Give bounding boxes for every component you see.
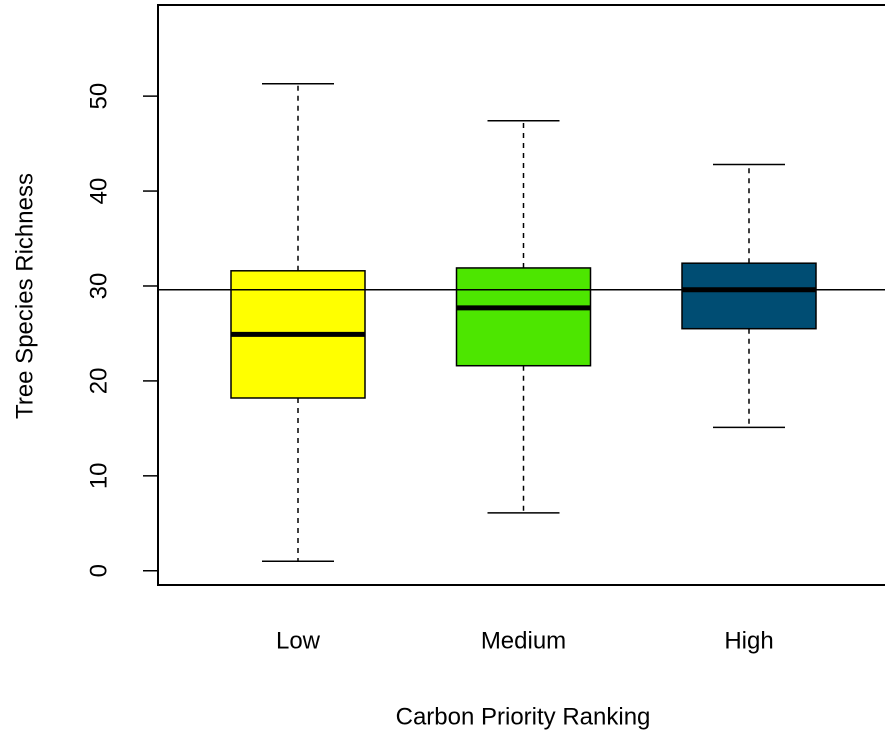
x-tick-label: High [724, 627, 773, 654]
x-tick-label: Low [276, 627, 321, 654]
y-tick-label: 50 [85, 83, 112, 110]
x-axis-label: Carbon Priority Ranking [396, 703, 651, 730]
plot-frame [157, 4, 885, 586]
y-tick-label: 30 [85, 273, 112, 300]
y-tick-label: 40 [85, 178, 112, 205]
box [455, 267, 592, 367]
y-tick-label: 20 [85, 368, 112, 395]
y-tick-label: 0 [85, 564, 112, 577]
x-tick-label: Medium [481, 627, 566, 654]
y-axis-label: Tree Species Richness [11, 173, 38, 419]
box [681, 262, 817, 330]
y-tick-label: 10 [85, 462, 112, 489]
